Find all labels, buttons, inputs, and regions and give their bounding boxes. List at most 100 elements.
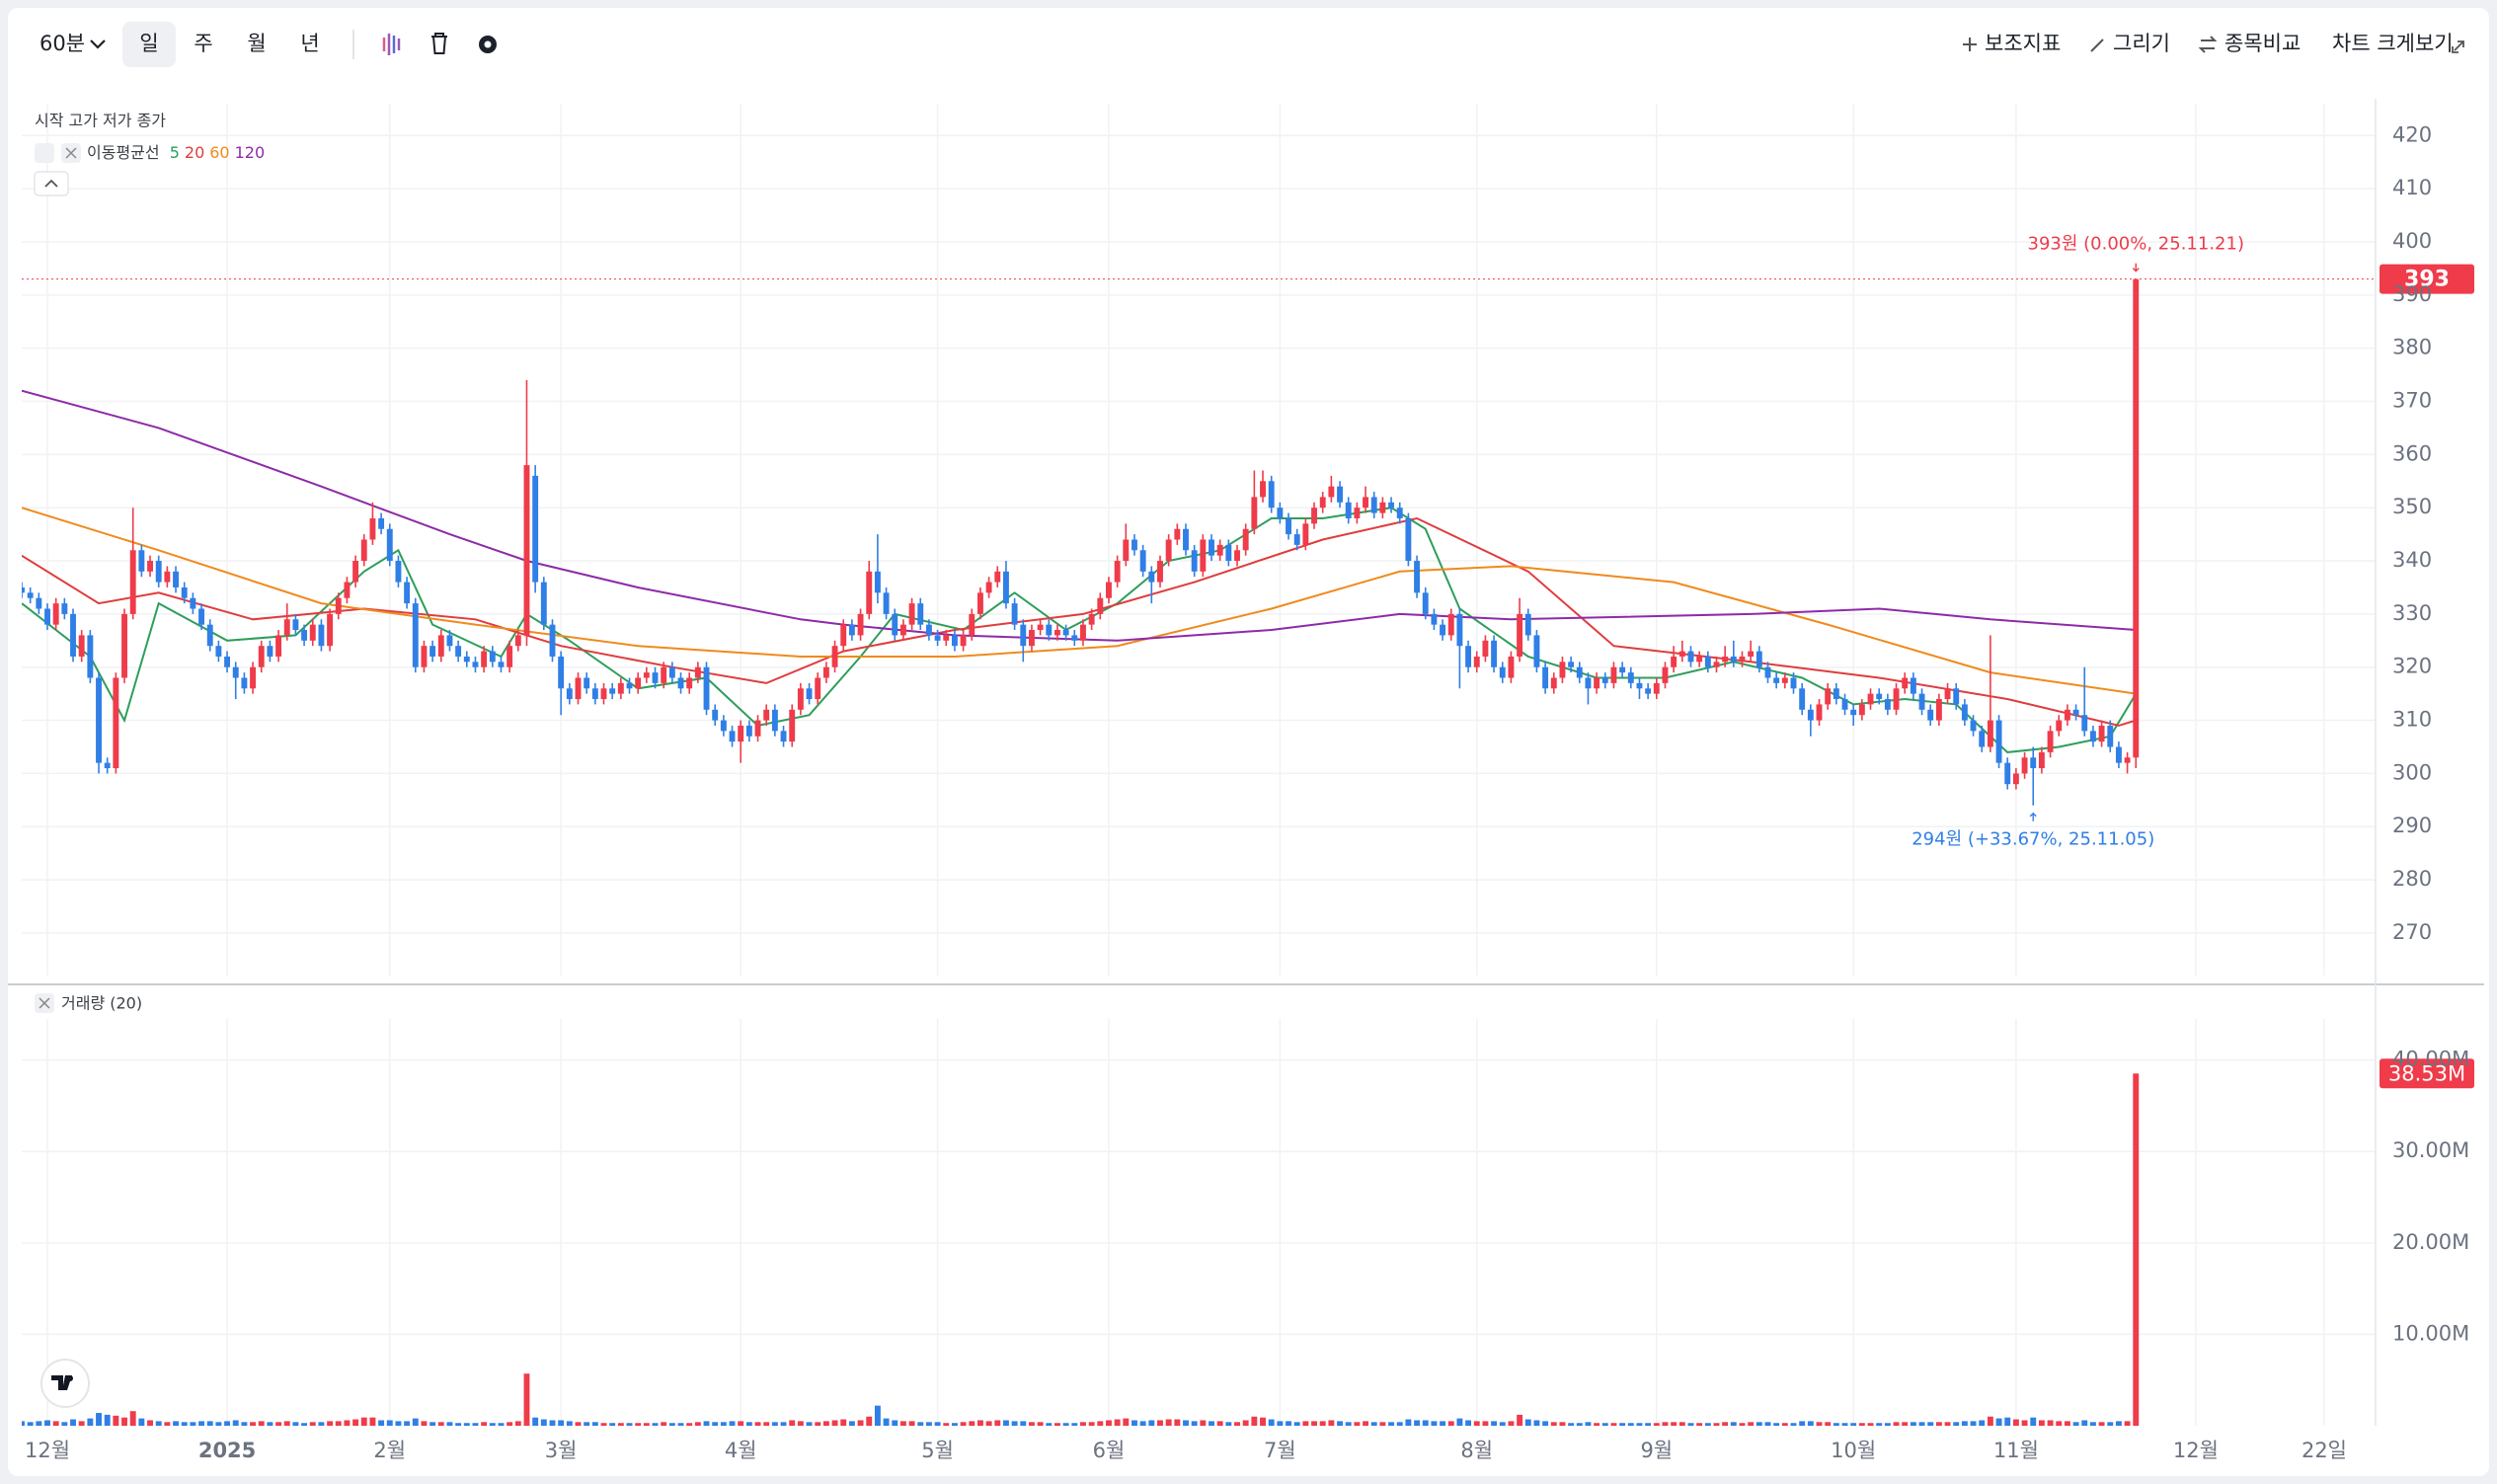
volume-bar	[1174, 1419, 1181, 1426]
x-glyph	[39, 997, 50, 1009]
candle-body	[198, 608, 204, 625]
overlay: 393 38.53M 393원 (0.00%, 25.11.21) 294원 (+33…	[22, 234, 2474, 1089]
x-tick-label: 22일	[2302, 1439, 2347, 1462]
candle-body	[1636, 682, 1643, 689]
ma-legend-items: 5 20 60 120	[170, 143, 265, 162]
ohlc-legend: 시작 고가 저가 종가	[35, 112, 166, 130]
action-button[interactable]: 종목비교	[2224, 32, 2301, 55]
candle-body	[1242, 528, 1249, 551]
volume-bar	[1029, 1422, 1035, 1426]
visibility-icon[interactable]	[35, 143, 54, 163]
candle-body	[1619, 666, 1626, 673]
volume-bar	[532, 1417, 539, 1426]
volume-bar	[943, 1423, 950, 1426]
volume-bar	[1696, 1423, 1703, 1426]
ma-legend: 이동평균선 5 20 60 120	[87, 143, 265, 162]
candle-body	[1722, 656, 1729, 663]
candle-body	[1533, 635, 1540, 667]
candle-body	[1234, 550, 1240, 562]
volume-bar	[1671, 1422, 1678, 1426]
settings-icon[interactable]	[479, 36, 497, 53]
volume-bar	[1987, 1416, 1993, 1426]
ma-line	[22, 507, 2137, 695]
volume-bar	[2004, 1417, 2011, 1426]
candle-body	[1910, 677, 1916, 694]
volume-bar	[899, 1421, 906, 1426]
candle-body	[1585, 677, 1592, 689]
volume-bar	[1157, 1420, 1163, 1426]
volume-bar	[686, 1423, 693, 1426]
x-tick-label: 6월	[1093, 1439, 1126, 1462]
volume-bar	[1730, 1422, 1737, 1426]
candle-body	[532, 475, 539, 583]
volume-bar	[1165, 1419, 1172, 1426]
delete-icon[interactable]	[431, 33, 447, 54]
action-button[interactable]: 그리기	[2113, 32, 2170, 55]
volume-bar	[61, 1422, 68, 1426]
volume-bar	[883, 1418, 890, 1426]
volume-bar	[455, 1423, 462, 1426]
volume-bar	[2056, 1421, 2063, 1426]
volume-bar	[2064, 1421, 2070, 1426]
tradingview-logo[interactable]	[40, 1359, 90, 1408]
candle-body	[1678, 651, 1685, 657]
volume-bar	[1653, 1423, 1660, 1426]
candle-body	[421, 646, 428, 667]
volume-bar	[429, 1422, 436, 1426]
candle-body	[36, 597, 42, 609]
volume-bar	[1097, 1421, 1104, 1426]
volume-bar	[181, 1422, 188, 1426]
expand-icon	[2452, 40, 2464, 53]
candle-body	[943, 635, 950, 641]
volume-bar	[224, 1421, 231, 1426]
volume-bar	[335, 1421, 342, 1426]
candle-body	[369, 517, 376, 540]
volume-bar	[797, 1421, 804, 1426]
interval-select[interactable]: 60분	[39, 32, 85, 55]
period-button[interactable]: 월	[247, 32, 266, 55]
volume-bar	[2012, 1419, 2019, 1426]
volume-bar	[1405, 1419, 1412, 1426]
period-button[interactable]: 일	[139, 32, 158, 55]
candle-body	[1131, 539, 1137, 551]
candle-body	[1422, 592, 1429, 614]
candle-body	[686, 677, 693, 689]
candle-body	[558, 656, 565, 689]
volume-bar	[1114, 1419, 1121, 1426]
period-button[interactable]: 년	[300, 32, 319, 55]
action-button[interactable]: 보조지표	[1985, 32, 2061, 55]
volume-bar	[514, 1421, 521, 1426]
collapse-button[interactable]	[34, 171, 69, 196]
chart-type-icon[interactable]	[382, 34, 401, 55]
y-tick-label: 390	[2392, 282, 2432, 306]
candle-body	[1902, 677, 1909, 689]
volume-bar	[626, 1423, 633, 1426]
x-tick-label: 12월	[25, 1439, 70, 1462]
candle-body	[1645, 688, 1652, 694]
volume-bar	[1559, 1422, 1566, 1426]
volume-bar	[1893, 1422, 1900, 1426]
candle-body	[780, 731, 787, 742]
candle-body	[181, 586, 188, 598]
candle-body	[1979, 731, 1986, 747]
volume-bar	[386, 1420, 393, 1426]
action-button[interactable]: 차트 크게보기	[2332, 32, 2454, 55]
volume-bar	[951, 1423, 958, 1426]
volume-bar	[1910, 1422, 1916, 1426]
volume-bar	[1542, 1421, 1549, 1426]
volume-bar	[969, 1421, 975, 1426]
period-button[interactable]: 주	[194, 32, 212, 55]
volume-bar	[1610, 1423, 1617, 1426]
candle-body	[1559, 662, 1566, 678]
last-volume-box	[2380, 1058, 2474, 1089]
candle-body	[1388, 502, 1395, 508]
candle-body	[241, 677, 248, 689]
candle-body	[455, 646, 462, 657]
candle-body	[489, 651, 496, 663]
volume-bar	[720, 1422, 727, 1426]
volume-bar	[241, 1422, 248, 1426]
ma-legend-name: 5	[170, 143, 180, 162]
x-tick-label: 8월	[1460, 1439, 1493, 1462]
candle-body	[2124, 757, 2131, 763]
